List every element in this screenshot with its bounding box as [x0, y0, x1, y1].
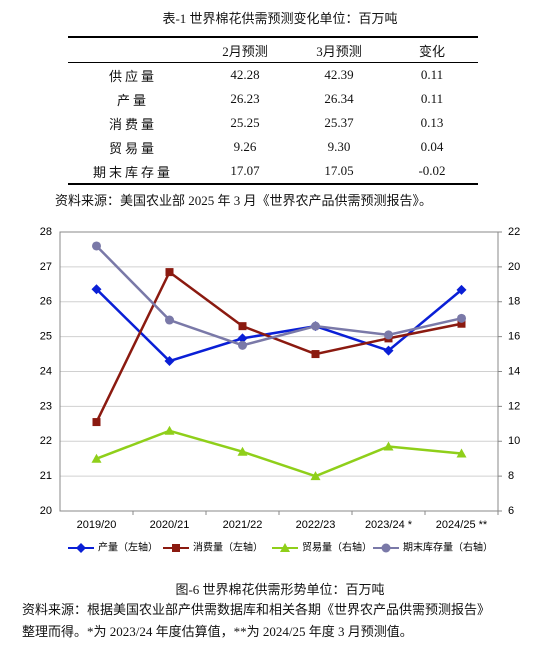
x-tick-label: 2021/22	[223, 519, 263, 531]
y2-tick-label: 20	[508, 261, 520, 273]
data-point	[165, 315, 174, 325]
data-point	[457, 313, 466, 323]
row: 产量 26.23 26.34 0.11	[68, 87, 478, 111]
header-cell	[68, 37, 198, 63]
data-point	[237, 333, 248, 344]
data-point	[237, 446, 248, 456]
legend-marker	[172, 544, 180, 552]
data-point	[164, 425, 175, 435]
data-point	[311, 321, 320, 331]
row: 期末库存量 17.07 17.05 -0.02	[68, 159, 478, 184]
data-point	[457, 319, 466, 328]
chart: 20 21 22 23 24 25 26 27 28 6 8 10 12 14 16 18 20 22 2019/2…	[40, 226, 521, 554]
row: 消费量 25.25 25.37 0.13	[68, 111, 478, 135]
table-title: 表-1 世界棉花供需预测变化单位：百万吨	[162, 11, 398, 26]
data-point	[311, 350, 320, 359]
data-point	[384, 330, 393, 340]
cell: 贸易量	[108, 140, 157, 156]
data-point	[91, 284, 102, 295]
y2-tick-label: 10	[508, 435, 520, 447]
table: 2月预测 3月预测 变化供应量 42.28 42.39 0.11 产量 26.23 26.34 0…	[68, 36, 478, 185]
legend-label: 贸易量（右轴）	[302, 541, 372, 554]
cell: 0.04	[420, 139, 444, 154]
y2-tick-label: 18	[508, 296, 520, 308]
data-point	[310, 471, 321, 481]
y-tick-label: 25	[40, 331, 52, 343]
cell: 产量	[116, 92, 149, 108]
cell: 26.34	[324, 91, 354, 106]
data-point	[456, 448, 467, 458]
x-tick-label: 2020/21	[150, 519, 190, 531]
cell: 消费量	[108, 116, 157, 132]
chart-caption: 图-6 世界棉花供需形势单位：百万吨	[175, 582, 385, 597]
x-tick-label: 2024/25 **	[436, 519, 488, 531]
y2-tick-label: 14	[508, 365, 520, 377]
chart-source: 整理而得。*为 2023/24 年度估算值，**为 2024/25 年度 3 月…	[22, 624, 413, 639]
y2-tick-label: 22	[508, 226, 520, 238]
data-point	[238, 340, 247, 350]
cell: 0.11	[420, 67, 444, 82]
legend-label: 消费量（左轴）	[193, 541, 263, 554]
series-line	[95, 270, 462, 423]
y-tick-label: 20	[40, 505, 52, 517]
cell: 17.05	[324, 163, 354, 178]
y-tick-label: 22	[40, 435, 52, 447]
x-tick-label: 2019/20	[77, 519, 117, 531]
data-point	[383, 441, 394, 451]
legend-marker	[76, 543, 86, 553]
data-point	[456, 284, 467, 295]
data-point	[92, 241, 101, 251]
y2-tick-label: 16	[508, 331, 520, 343]
cell: 17.07	[230, 163, 260, 178]
cell: 供应量	[108, 68, 157, 84]
data-point	[92, 418, 101, 427]
y-tick-label: 24	[40, 365, 52, 377]
legend-marker	[280, 543, 290, 552]
legend-label: 产量（左轴）	[98, 541, 158, 554]
cell: 0.13	[420, 115, 444, 130]
cell: 25.37	[324, 115, 354, 130]
cell: 9.30	[327, 139, 351, 154]
data-point	[383, 345, 394, 356]
y2-tick-label: 6	[508, 505, 514, 517]
x-tick-label: 2022/23	[296, 519, 336, 531]
series-line	[95, 245, 462, 347]
cell: 9.26	[233, 139, 257, 154]
data-point	[164, 356, 175, 367]
y-tick-label: 27	[40, 261, 52, 273]
series-line	[96, 429, 462, 478]
row: 贸易量 9.26 9.30 0.04	[68, 135, 478, 159]
data-point	[238, 322, 247, 331]
legend-label: 期末库存量（右轴）	[403, 541, 493, 554]
cell: 0.11	[420, 91, 444, 106]
cell: 期末库存量	[92, 164, 173, 180]
cell: 26.23	[230, 91, 260, 106]
header-cell: 3月预测	[292, 37, 386, 63]
table-source: 资料来源：美国农业部 2025 年 3 月《世界农产品供需预测报告》。	[55, 193, 433, 208]
y2-tick-label: 8	[508, 470, 514, 482]
chart-source: 资料来源：根据美国农业部产供需数据库和相关各期《世界农产品供需预测报告》	[22, 602, 491, 617]
header-cell: 变化	[386, 37, 478, 63]
y-tick-label: 26	[40, 296, 52, 308]
row: 供应量 42.28 42.39 0.11	[68, 63, 478, 88]
header-cell: 2月预测	[198, 37, 292, 63]
y2-tick-label: 12	[508, 400, 520, 412]
x-tick-label: 2023/24 *	[365, 519, 413, 531]
legend-marker	[381, 543, 391, 553]
y-tick-label: 23	[40, 400, 52, 412]
cell: 42.39	[324, 67, 354, 82]
y-tick-label: 21	[40, 470, 52, 482]
series-line	[95, 288, 463, 363]
y-tick-label: 28	[40, 226, 52, 238]
cell: 25.25	[230, 115, 260, 130]
data-point	[91, 453, 102, 463]
cell: 42.28	[230, 67, 260, 82]
cell: -0.02	[418, 163, 446, 178]
data-point	[165, 268, 174, 277]
